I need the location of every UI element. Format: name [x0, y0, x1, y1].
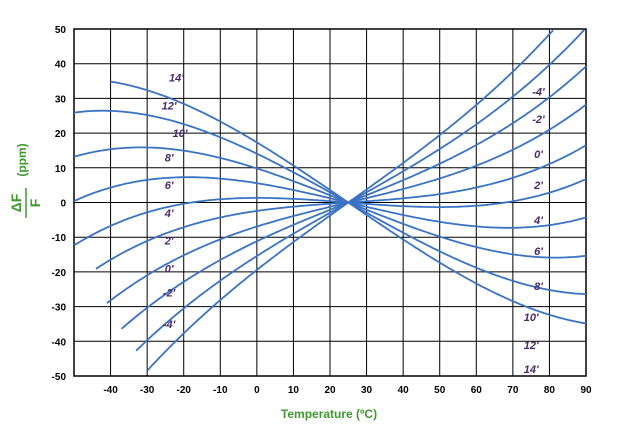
curve-label: 8' — [534, 281, 543, 293]
y-axis-denominator: F — [27, 198, 43, 207]
curve-label: 10' — [524, 312, 539, 324]
curve-label: -2' — [163, 288, 176, 300]
curve-label: 14' — [524, 364, 539, 376]
curve-label: 0' — [165, 263, 174, 275]
x-tick-label: 80 — [544, 385, 556, 396]
x-tick-label: 30 — [361, 385, 373, 396]
series-line — [73, 178, 587, 247]
series-line — [73, 109, 587, 295]
x-tick-label: 50 — [434, 385, 446, 396]
y-tick-label: 20 — [55, 129, 67, 140]
y-tick-label: -10 — [52, 233, 67, 244]
chart-tick-labels: -40 -30 -20 -10 0 10 20 30 40 50 60 70 80 90 50 40 30 20 1… — [52, 25, 592, 396]
curve-label: 6' — [165, 180, 174, 192]
y-tick-label: 10 — [55, 164, 67, 175]
y-axis-title: ΔF F (ppm) — [8, 143, 43, 218]
x-tick-label: 10 — [288, 385, 300, 396]
curve-label: 8' — [165, 152, 174, 164]
x-tick-label: -40 — [103, 385, 118, 396]
series-line — [110, 80, 587, 325]
x-tick-label: 90 — [580, 385, 592, 396]
y-tick-label: -40 — [52, 337, 67, 348]
x-tick-label: 20 — [324, 385, 336, 396]
curve-label: 12' — [524, 340, 539, 352]
curve-label: 6' — [534, 246, 543, 258]
x-tick-label: -10 — [213, 385, 228, 396]
y-axis-unit: (ppm) — [15, 143, 29, 176]
curve-label: 10' — [173, 128, 188, 140]
curve-label: -2' — [532, 114, 545, 126]
curve-label: 2' — [533, 180, 543, 192]
x-tick-label: 60 — [471, 385, 483, 396]
y-tick-label: 0 — [60, 199, 66, 210]
y-tick-label: 50 — [55, 25, 67, 36]
x-tick-label: 40 — [398, 385, 410, 396]
series-line — [135, 29, 585, 352]
plot-frame — [73, 28, 587, 377]
curve-label: 12' — [162, 100, 177, 112]
y-tick-label: -30 — [52, 303, 67, 314]
curve-label: 4' — [533, 215, 543, 227]
y-tick-label: 30 — [55, 94, 67, 105]
series-line — [95, 144, 587, 270]
curve-label: 2' — [164, 236, 174, 248]
curve-label: -4' — [163, 319, 176, 331]
chart-grid — [73, 28, 587, 377]
chart-curve-labels: 14' 12' 10' 8' 6' 4' 2' 0' -2' -4' -4' -2' 0' 2' 4' 6' 8… — [162, 73, 545, 376]
x-tick-label: -20 — [176, 385, 191, 396]
x-tick-label: -30 — [140, 385, 155, 396]
x-axis-title: Temperature (ºC) — [281, 407, 377, 421]
curve-label: 14' — [169, 73, 184, 85]
chart-series — [73, 29, 587, 372]
y-axis-numerator: ΔF — [8, 193, 24, 212]
x-tick-label: 0 — [254, 385, 260, 396]
x-tick-label: 70 — [507, 385, 519, 396]
curve-label: -4' — [532, 86, 545, 98]
y-tick-label: -20 — [52, 268, 67, 279]
y-tick-label: -50 — [52, 372, 67, 383]
series-line — [73, 146, 587, 259]
series-line — [73, 176, 587, 229]
y-tick-label: 40 — [55, 60, 67, 71]
curve-label: 0' — [534, 149, 543, 161]
curve-label: 4' — [164, 208, 174, 220]
